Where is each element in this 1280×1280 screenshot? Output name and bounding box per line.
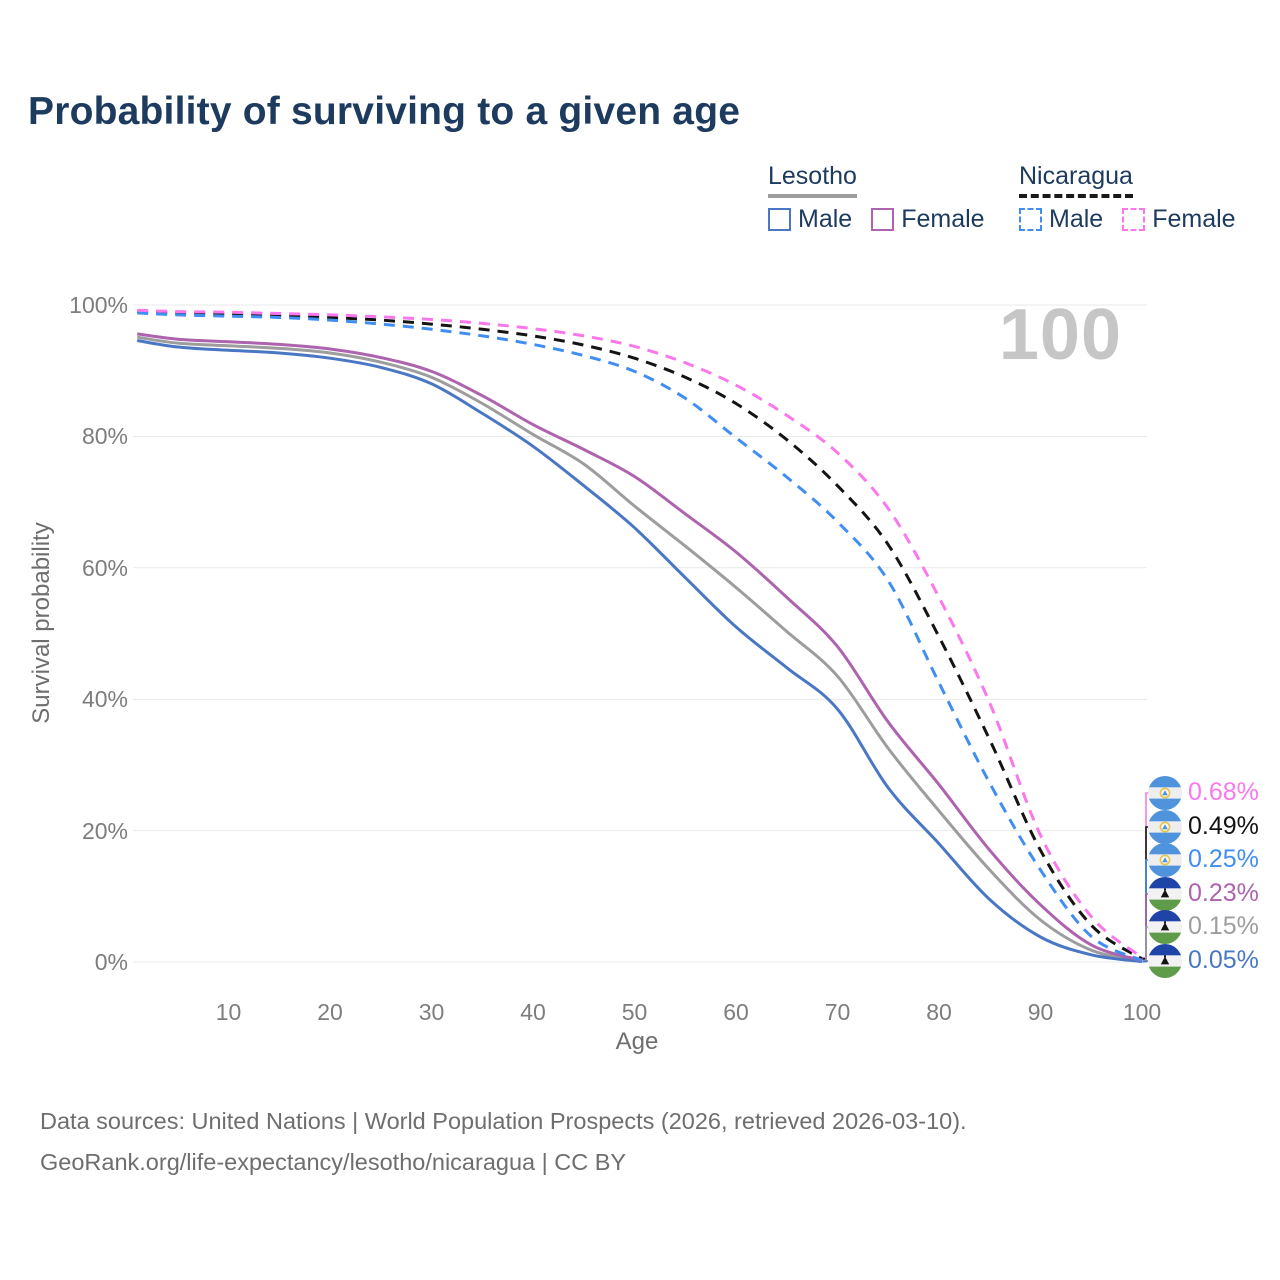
lesotho-flag-icon: [1148, 910, 1182, 944]
data-sources-text: Data sources: United Nations | World Pop…: [40, 1108, 967, 1134]
page-title: Probability of surviving to a given age: [28, 90, 741, 133]
series-line-nicaragua-female[interactable]: [137, 308, 1143, 959]
legend-item-nicaragua-female[interactable]: Female: [1122, 205, 1236, 234]
gridlines: [133, 304, 1147, 963]
nicaragua-flag-icon: [1148, 776, 1182, 810]
y-axis-title: Survival probability: [28, 522, 55, 724]
lesotho-flag-icon: [1148, 944, 1182, 978]
x-tick-label: 40: [520, 999, 546, 1025]
end-label-lesotho-both-sexes: 0.15%: [1188, 912, 1259, 940]
legend-item-lesotho-female[interactable]: Female: [871, 205, 985, 234]
age-cursor-watermark: 100: [998, 295, 1122, 375]
source-url-text: GeoRank.org/life-expectancy/lesotho/nica…: [40, 1149, 627, 1175]
x-tick-label: 10: [215, 999, 242, 1025]
series-line-lesotho-female[interactable]: [137, 332, 1143, 962]
flag-icons: [1148, 776, 1182, 978]
legend-item-label: Female: [1152, 205, 1236, 233]
legend-group-nicaragua: Nicaragua Male Female: [1019, 162, 1236, 234]
series-line-nicaragua-both-sexes[interactable]: [137, 310, 1143, 961]
legend-country-lesotho: Lesotho: [768, 162, 857, 198]
y-tick-label: 60%: [81, 554, 128, 581]
x-tick-label: 70: [824, 999, 851, 1025]
y-tick-label: 40%: [81, 686, 128, 713]
lesotho-flag-icon: [1148, 877, 1182, 911]
legend-item-label: Female: [901, 205, 985, 233]
series-line-nicaragua-male[interactable]: [137, 311, 1143, 962]
legend-item-lesotho-male[interactable]: Male: [768, 205, 852, 234]
x-tick-label: 30: [418, 999, 445, 1025]
lesotho-male-swatch-icon: [768, 208, 791, 231]
end-label-nicaragua-both-sexes: 0.49%: [1188, 812, 1259, 840]
x-tick-label: 50: [621, 999, 648, 1025]
legend-group-lesotho: Lesotho Male Female: [768, 162, 985, 234]
x-axis-title: Age: [615, 1028, 659, 1055]
x-tick-label: 100: [1122, 999, 1162, 1025]
end-label-lesotho-female: 0.23%: [1188, 879, 1259, 907]
y-tick-label: 80%: [81, 423, 128, 450]
end-label-nicaragua-female: 0.68%: [1188, 778, 1259, 806]
x-tick-label: 20: [317, 999, 343, 1025]
series-line-lesotho-male[interactable]: [136, 339, 1143, 964]
y-tick-label: 0%: [94, 949, 128, 975]
x-tick-label: 90: [1027, 999, 1054, 1025]
nicaragua-flag-icon: [1148, 810, 1182, 844]
end-label-nicaragua-male: 0.25%: [1188, 845, 1259, 873]
leader-lines: [1142, 792, 1151, 963]
nicaragua-female-swatch-icon: [1122, 208, 1146, 231]
legend-country-nicaragua: Nicaragua: [1019, 162, 1133, 198]
legend-item-label: Male: [1049, 205, 1104, 233]
nicaragua-flag-icon: [1148, 843, 1182, 877]
nicaragua-male-swatch-icon: [1019, 208, 1042, 231]
series-line-lesotho-both-sexes[interactable]: [136, 335, 1143, 963]
end-label-lesotho-male: 0.05%: [1188, 946, 1259, 974]
x-tick-label: 80: [926, 999, 952, 1025]
legend-item-label: Male: [798, 205, 853, 233]
x-tick-label: 60: [723, 999, 749, 1025]
lesotho-female-swatch-icon: [871, 208, 895, 231]
legend-item-nicaragua-male[interactable]: Male: [1019, 205, 1103, 234]
y-tick-label: 20%: [81, 817, 128, 844]
y-tick-label: 100%: [69, 292, 128, 318]
series-lines: [136, 308, 1143, 964]
